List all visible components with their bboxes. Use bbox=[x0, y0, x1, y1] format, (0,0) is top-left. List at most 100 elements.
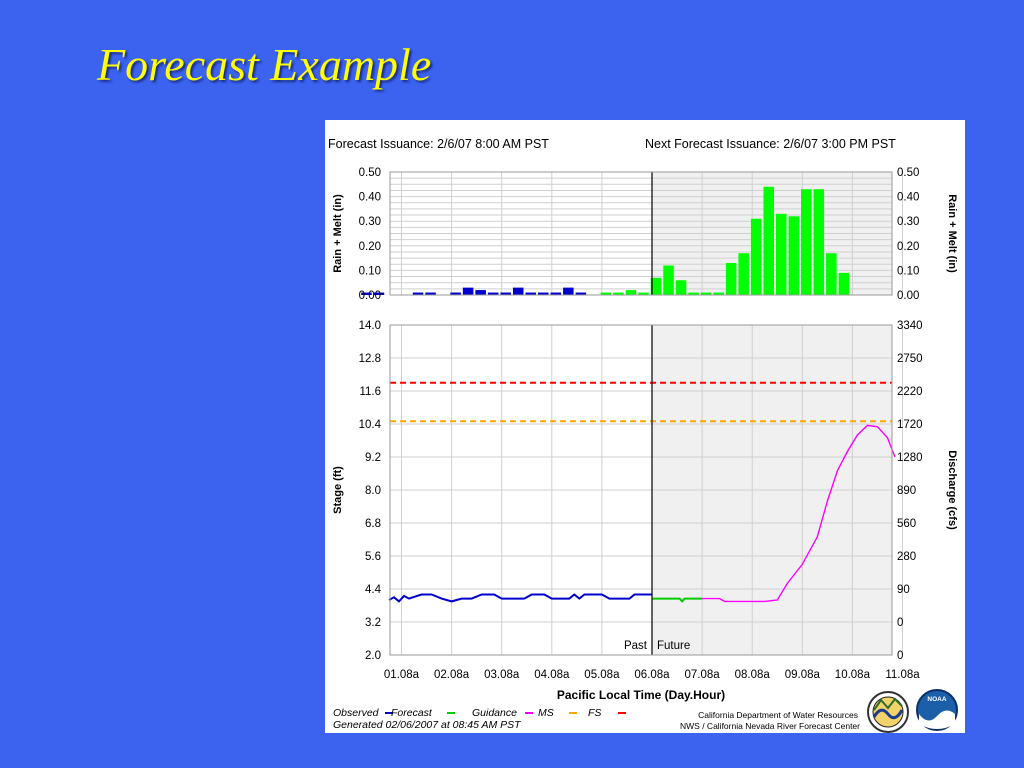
time-xtick: 05.08a bbox=[584, 669, 620, 681]
future-label: Future bbox=[657, 640, 690, 652]
discharge-ytick-right: 90 bbox=[897, 584, 910, 596]
noaa-logo-icon: NOAA bbox=[916, 689, 958, 731]
time-xtick: 01.08a bbox=[384, 669, 420, 681]
discharge-ytick-right: 890 bbox=[897, 485, 916, 497]
discharge-ytick-right: 0 bbox=[897, 650, 903, 662]
precip-bar-observed bbox=[500, 292, 511, 295]
hydrograph-chart: Forecast Issuance: 2/6/07 8:00 AM PST Ne… bbox=[328, 137, 958, 733]
precip-ytick-left: 0.00 bbox=[359, 290, 381, 302]
precip-bar-observed bbox=[512, 287, 524, 295]
precip-bar-forecast bbox=[801, 189, 812, 295]
precip-bar-forecast bbox=[788, 216, 800, 295]
legend-label-ms: MS bbox=[538, 707, 554, 719]
generated-timestamp: Generated 02/06/2007 at 08:45 AM PST bbox=[333, 719, 522, 731]
precip-bar-forecast bbox=[638, 292, 649, 295]
stage-ytick-left: 14.0 bbox=[359, 320, 381, 332]
precip-bar-forecast bbox=[813, 189, 825, 295]
precip-bar-forecast bbox=[713, 292, 724, 295]
time-xtick: 03.08a bbox=[484, 669, 520, 681]
stage-chart: Past Future 14.0 12.8 11.6 10.4 9.2 8.0 6.8 5.6 4.… bbox=[332, 320, 958, 702]
stage-ylabel-left: Stage (ft) bbox=[332, 466, 344, 514]
time-xtick: 04.08a bbox=[534, 669, 570, 681]
stage-ytick-left: 12.8 bbox=[359, 353, 381, 365]
legend-label-fs: FS bbox=[588, 707, 601, 719]
stage-line-forecast bbox=[652, 597, 703, 603]
precip-bar-observed bbox=[550, 292, 562, 295]
precip-bar-observed bbox=[563, 287, 574, 295]
precip-ytick-right: 0.50 bbox=[897, 167, 919, 179]
precip-ytick-right: 0.40 bbox=[897, 192, 919, 204]
discharge-ytick-right: 1720 bbox=[897, 419, 923, 431]
precip-bar-forecast bbox=[750, 218, 762, 295]
stage-ytick-left: 3.2 bbox=[365, 617, 381, 629]
agency-line-1: California Department of Water Resources bbox=[698, 710, 858, 720]
precip-bar-forecast bbox=[725, 263, 737, 295]
stage-frame bbox=[389, 324, 893, 656]
precip-bar-observed bbox=[475, 290, 486, 295]
precip-chart: 0.50 0.50 0.40 0.40 0.30 0.30 0.20 0.20 0.10 0.10… bbox=[332, 167, 958, 302]
hydrograph-panel: Forecast Issuance: 2/6/07 8:00 AM PST Ne… bbox=[325, 120, 965, 733]
precip-bar-forecast bbox=[675, 280, 687, 295]
precip-frame bbox=[389, 171, 893, 296]
precip-ylabel-right: Rain + Melt (in) bbox=[946, 194, 958, 273]
time-xlabel: Pacific Local Time (Day.Hour) bbox=[557, 688, 725, 702]
precip-bar-observed bbox=[373, 292, 385, 295]
dwr-seal-icon bbox=[867, 691, 909, 733]
precip-ytick-right: 0.00 bbox=[897, 290, 919, 302]
legend-label-forecast: Forecast bbox=[391, 707, 433, 719]
forecast-issuance: Forecast Issuance: 2/6/07 8:00 AM PST bbox=[328, 137, 549, 151]
stage-ytick-left: 5.6 bbox=[365, 551, 381, 563]
precip-bar-forecast bbox=[688, 292, 699, 295]
precip-bar-forecast bbox=[625, 290, 637, 295]
legend-label-observed: Observed bbox=[333, 707, 380, 719]
next-forecast-issuance: Next Forecast Issuance: 2/6/07 3:00 PM P… bbox=[645, 137, 896, 151]
precip-bar-forecast bbox=[775, 213, 787, 295]
precip-ytick-right: 0.30 bbox=[897, 216, 919, 228]
precip-bar-observed bbox=[462, 287, 474, 295]
stage-ytick-left: 9.2 bbox=[365, 452, 381, 464]
precip-bar-forecast bbox=[763, 186, 774, 295]
discharge-ytick-right: 560 bbox=[897, 518, 916, 530]
precip-bar-observed bbox=[361, 292, 372, 295]
legend: Observed Forecast Guidance MS FS bbox=[333, 707, 626, 719]
time-xtick: 07.08a bbox=[685, 669, 721, 681]
stage-ytick-left: 8.0 bbox=[365, 485, 381, 497]
precip-ytick-left: 0.10 bbox=[359, 265, 381, 277]
precip-ytick-left: 0.40 bbox=[359, 192, 381, 204]
discharge-ylabel-right: Discharge (cfs) bbox=[946, 450, 958, 530]
time-xtick: 08.08a bbox=[735, 669, 771, 681]
agency-line-2: NWS / California Nevada River Forecast C… bbox=[680, 721, 860, 731]
precip-ylabel-left: Rain + Melt (in) bbox=[332, 194, 344, 273]
past-label: Past bbox=[624, 640, 648, 652]
precip-bar-forecast bbox=[838, 272, 850, 295]
discharge-ytick-right: 2220 bbox=[897, 386, 923, 398]
stage-line-observed bbox=[388, 593, 652, 603]
precip-ytick-left: 0.30 bbox=[359, 216, 381, 228]
precip-ytick-right: 0.20 bbox=[897, 241, 919, 253]
precip-bar-observed bbox=[450, 292, 461, 295]
precip-bar-forecast bbox=[650, 277, 662, 295]
precip-bar-forecast bbox=[600, 292, 612, 295]
precip-bar-observed bbox=[487, 292, 499, 295]
discharge-ytick-right: 0 bbox=[897, 617, 903, 629]
discharge-ytick-right: 280 bbox=[897, 551, 916, 563]
precip-bar-forecast bbox=[663, 265, 674, 295]
precip-bar-forecast bbox=[700, 292, 712, 295]
precip-bar-observed bbox=[412, 292, 424, 295]
stage-ytick-left: 6.8 bbox=[365, 518, 381, 530]
precip-bar-observed bbox=[525, 292, 537, 295]
slide-title: Forecast Example bbox=[97, 39, 432, 90]
precip-bar-observed bbox=[425, 292, 436, 295]
precip-bar-forecast bbox=[826, 253, 837, 295]
stage-ytick-left: 2.0 bbox=[365, 650, 381, 662]
time-xtick: 11.08a bbox=[885, 669, 920, 681]
time-xtick: 02.08a bbox=[434, 669, 470, 681]
stage-ytick-left: 11.6 bbox=[359, 386, 381, 398]
stage-ytick-left: 4.4 bbox=[365, 584, 382, 596]
legend-label-guidance: Guidance bbox=[472, 707, 517, 719]
discharge-ytick-right: 2750 bbox=[897, 353, 923, 365]
precip-ytick-right: 0.10 bbox=[897, 265, 919, 277]
time-xtick: 09.08a bbox=[785, 669, 821, 681]
stage-ytick-left: 10.4 bbox=[359, 419, 382, 431]
precip-bar-forecast bbox=[613, 292, 624, 295]
